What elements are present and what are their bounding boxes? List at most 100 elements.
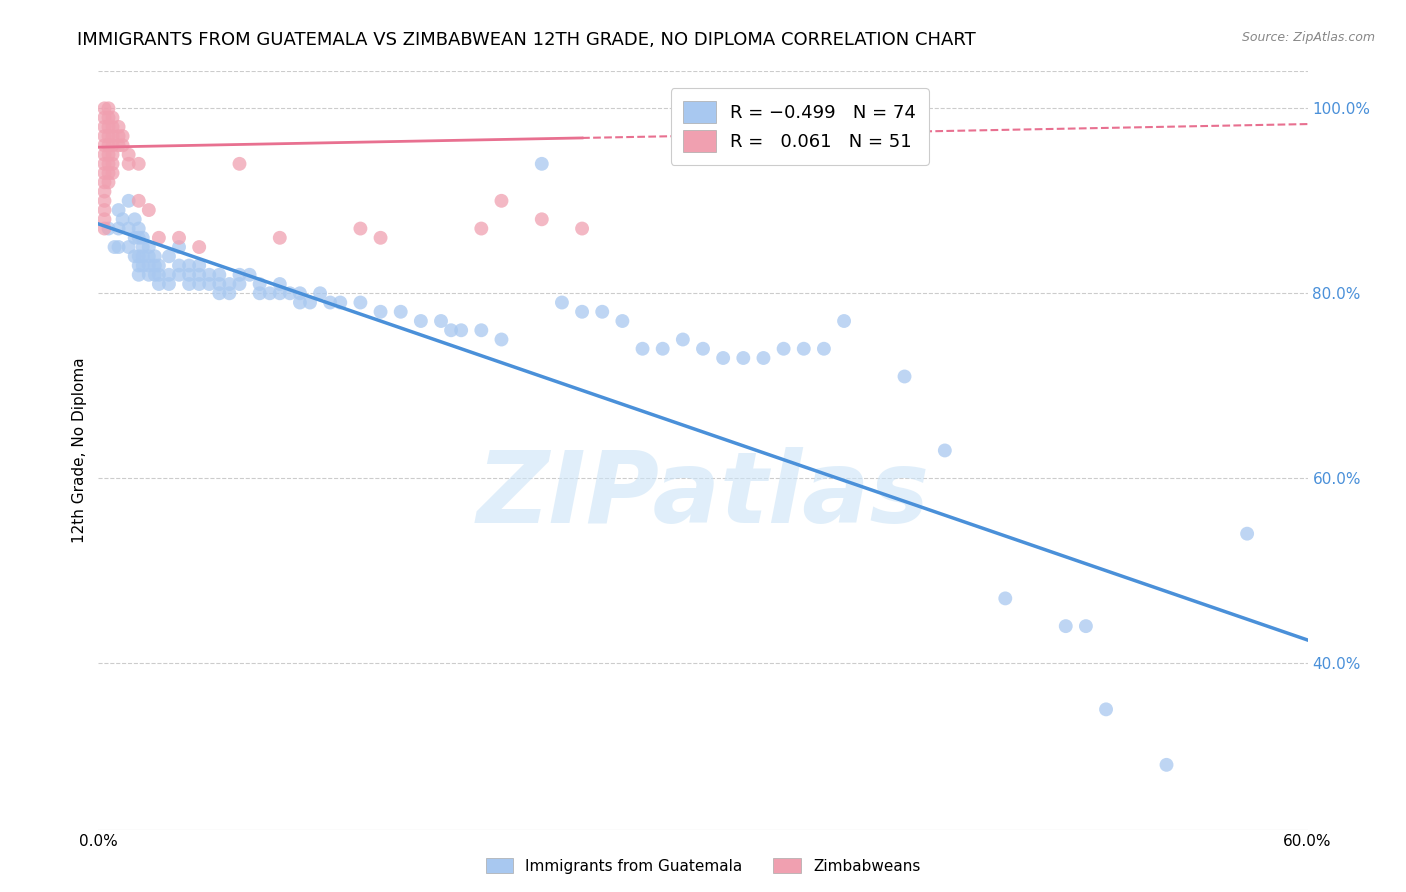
- Point: [530, 157, 553, 171]
- Point: [93, 138, 115, 153]
- Point: [101, 129, 124, 144]
- Point: [228, 268, 250, 282]
- Legend: Immigrants from Guatemala, Zimbabweans: Immigrants from Guatemala, Zimbabweans: [479, 852, 927, 880]
- Point: [167, 259, 190, 273]
- Point: [179, 268, 201, 282]
- Point: [148, 259, 170, 273]
- Point: [430, 314, 453, 328]
- Point: [288, 286, 311, 301]
- Point: [491, 333, 513, 347]
- Point: [97, 138, 120, 153]
- Point: [349, 221, 371, 235]
- Point: [101, 138, 124, 153]
- Point: [93, 129, 115, 144]
- Point: [651, 342, 673, 356]
- Point: [97, 221, 120, 235]
- Point: [711, 351, 734, 365]
- Point: [107, 129, 129, 144]
- Point: [107, 120, 129, 134]
- Point: [1095, 702, 1118, 716]
- Point: [218, 277, 240, 291]
- Point: [143, 259, 166, 273]
- Point: [299, 295, 322, 310]
- Point: [167, 268, 190, 282]
- Point: [1074, 619, 1097, 633]
- Point: [138, 240, 160, 254]
- Point: [329, 295, 352, 310]
- Point: [1054, 619, 1077, 633]
- Point: [97, 147, 120, 161]
- Point: [198, 268, 221, 282]
- Point: [249, 277, 271, 291]
- Point: [93, 194, 115, 208]
- Point: [208, 277, 231, 291]
- Point: [288, 295, 311, 310]
- Point: [167, 240, 190, 254]
- Point: [143, 268, 166, 282]
- Point: [132, 249, 155, 263]
- Point: [97, 111, 120, 125]
- Point: [101, 120, 124, 134]
- Point: [101, 111, 124, 125]
- Point: [128, 259, 150, 273]
- Point: [128, 249, 150, 263]
- Point: [118, 240, 141, 254]
- Point: [148, 231, 170, 245]
- Point: [138, 268, 160, 282]
- Point: [259, 286, 281, 301]
- Point: [179, 259, 201, 273]
- Point: [269, 286, 291, 301]
- Point: [148, 268, 170, 282]
- Point: [269, 231, 291, 245]
- Point: [157, 268, 180, 282]
- Point: [309, 286, 332, 301]
- Point: [269, 277, 291, 291]
- Point: [143, 249, 166, 263]
- Point: [124, 249, 146, 263]
- Point: [132, 231, 155, 245]
- Point: [228, 277, 250, 291]
- Point: [188, 240, 211, 254]
- Point: [107, 138, 129, 153]
- Point: [208, 286, 231, 301]
- Point: [97, 166, 120, 180]
- Point: [118, 221, 141, 235]
- Point: [107, 202, 129, 217]
- Legend: R = −0.499   N = 74, R =   0.061   N = 51: R = −0.499 N = 74, R = 0.061 N = 51: [671, 88, 929, 164]
- Point: [148, 277, 170, 291]
- Point: [370, 305, 392, 319]
- Point: [179, 277, 201, 291]
- Point: [832, 314, 855, 328]
- Point: [93, 120, 115, 134]
- Point: [319, 295, 342, 310]
- Text: IMMIGRANTS FROM GUATEMALA VS ZIMBABWEAN 12TH GRADE, NO DIPLOMA CORRELATION CHART: IMMIGRANTS FROM GUATEMALA VS ZIMBABWEAN …: [77, 31, 976, 49]
- Point: [93, 147, 115, 161]
- Text: ZIPatlas: ZIPatlas: [477, 448, 929, 544]
- Point: [208, 268, 231, 282]
- Point: [128, 194, 150, 208]
- Point: [93, 166, 115, 180]
- Point: [93, 212, 115, 227]
- Point: [111, 129, 134, 144]
- Point: [101, 147, 124, 161]
- Point: [370, 231, 392, 245]
- Point: [97, 129, 120, 144]
- Point: [101, 166, 124, 180]
- Point: [97, 175, 120, 189]
- Point: [93, 185, 115, 199]
- Point: [440, 323, 463, 337]
- Point: [409, 314, 432, 328]
- Point: [450, 323, 472, 337]
- Point: [103, 240, 125, 254]
- Point: [138, 249, 160, 263]
- Point: [128, 157, 150, 171]
- Point: [1236, 526, 1258, 541]
- Point: [893, 369, 915, 384]
- Point: [101, 157, 124, 171]
- Point: [188, 259, 211, 273]
- Point: [631, 342, 654, 356]
- Point: [612, 314, 634, 328]
- Point: [491, 194, 513, 208]
- Point: [752, 351, 775, 365]
- Point: [772, 342, 794, 356]
